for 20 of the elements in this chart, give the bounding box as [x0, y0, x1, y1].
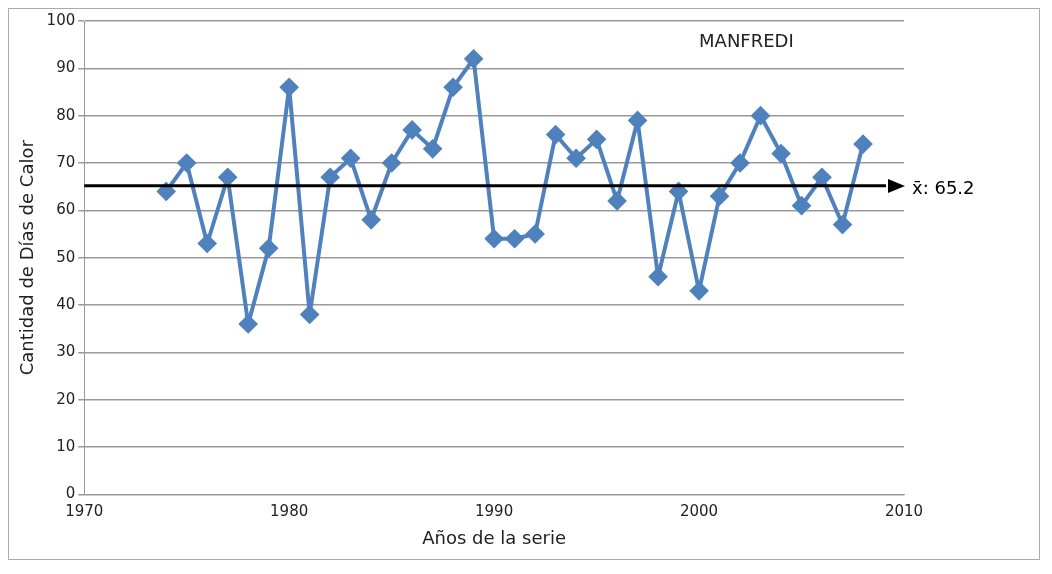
y-tick-label: 60 [56, 200, 76, 219]
y-tick-label: 90 [56, 58, 76, 77]
y-tick-label: 80 [56, 105, 76, 124]
y-tick-label: 100 [46, 10, 76, 29]
y-tick-label: 0 [65, 484, 76, 503]
x-tick-label: 2000 [679, 502, 719, 521]
y-tick-label: 70 [56, 152, 76, 171]
y-tick-label: 40 [56, 294, 76, 313]
x-axis-title: Años de la serie [422, 526, 566, 548]
x-tick-label: 1980 [270, 502, 309, 521]
x-tick-label: 1970 [65, 502, 104, 521]
y-tick-label: 30 [56, 342, 76, 361]
x-tick-label: 2010 [884, 502, 924, 521]
y-tick-label: 10 [56, 436, 76, 455]
ref-line-label: x̄: 65.2 [912, 177, 975, 199]
annotation: MANFREDI [699, 29, 794, 51]
x-tick-label: 1990 [475, 502, 514, 521]
y-tick-label: 50 [56, 247, 76, 266]
y-axis-title: Cantidad de Días de Calor [16, 139, 38, 376]
y-tick-label: 20 [56, 389, 76, 408]
